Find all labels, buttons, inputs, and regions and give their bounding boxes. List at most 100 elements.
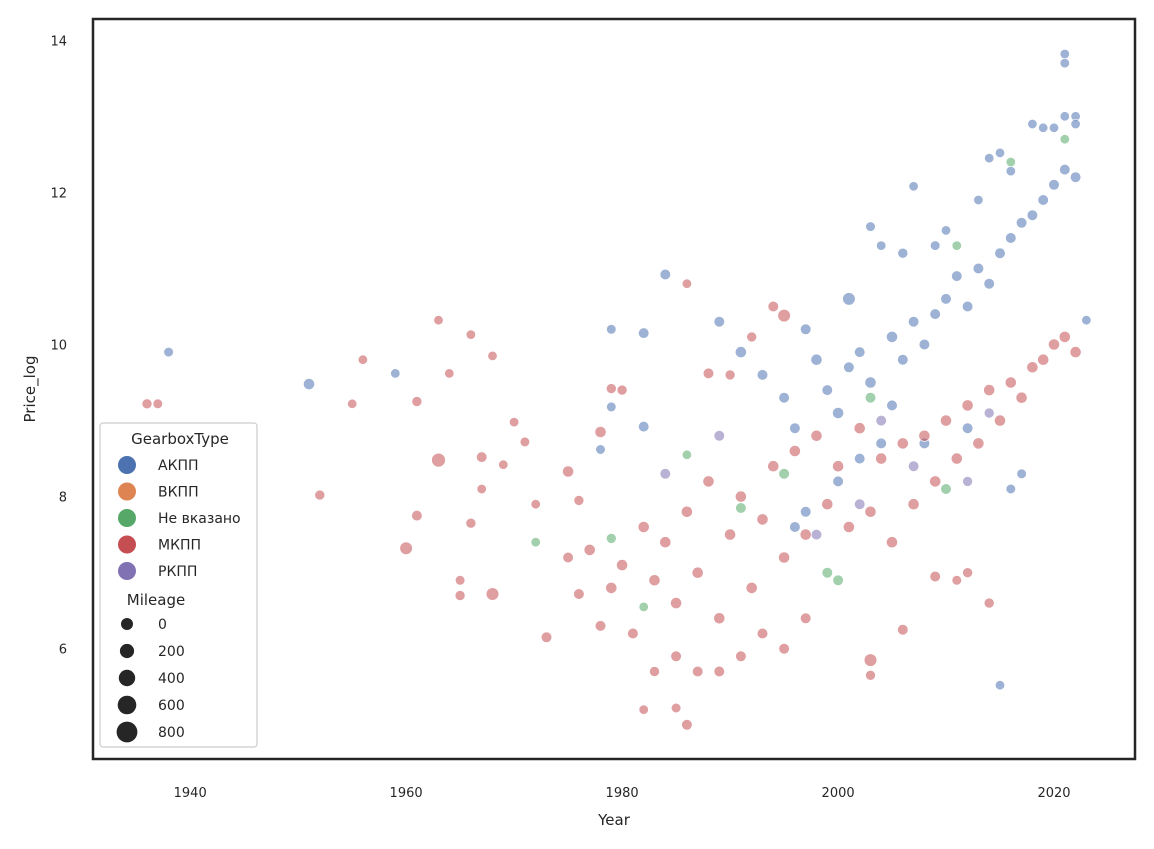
data-point	[843, 521, 855, 533]
legend-hue-entries: АКПП ВКПП Не вказано МКПП РКПП	[118, 456, 241, 580]
data-point	[573, 588, 585, 600]
data-point	[961, 399, 974, 412]
legend-marker	[118, 509, 136, 527]
data-point	[929, 475, 942, 488]
legend-size-marker	[121, 618, 133, 630]
data-point	[1059, 58, 1070, 69]
data-point	[864, 392, 877, 404]
data-point	[444, 368, 455, 379]
data-point	[509, 417, 520, 428]
y-axis-ticks: 6 8 10 12 14	[50, 34, 67, 657]
data-point	[863, 653, 878, 667]
data-point	[983, 597, 995, 609]
legend-box	[99, 422, 258, 748]
series-mkpp	[141, 278, 1082, 731]
y-tick-label: 14	[50, 34, 67, 49]
data-points	[141, 48, 1092, 731]
legend-size-title: Mileage	[127, 591, 185, 609]
data-point	[897, 354, 909, 366]
data-point	[390, 368, 401, 379]
y-tick-label: 8	[59, 491, 67, 506]
data-point	[875, 415, 887, 427]
data-point	[832, 475, 844, 488]
data-point	[1059, 111, 1070, 122]
data-point	[1058, 330, 1071, 343]
data-point	[843, 361, 855, 373]
data-point	[800, 323, 812, 335]
data-point	[951, 240, 962, 251]
data-point	[930, 240, 941, 251]
data-point	[907, 316, 920, 328]
data-point	[476, 451, 488, 463]
data-point	[498, 459, 509, 470]
data-point	[810, 353, 823, 366]
data-point	[756, 369, 769, 381]
data-point	[670, 650, 682, 662]
data-point	[1016, 468, 1027, 479]
data-point	[1059, 48, 1070, 59]
legend-marker	[118, 456, 136, 474]
data-point	[1059, 134, 1070, 145]
data-point	[832, 574, 844, 586]
data-point	[562, 465, 574, 478]
data-point	[940, 483, 952, 495]
data-point	[606, 324, 617, 335]
data-point	[627, 627, 639, 640]
data-point	[745, 582, 758, 594]
data-point	[854, 498, 866, 510]
data-point	[487, 350, 498, 361]
data-point	[314, 489, 326, 501]
data-point	[681, 505, 693, 518]
data-point	[940, 293, 952, 305]
legend-label: Не вказано	[158, 511, 241, 527]
data-point	[583, 544, 596, 556]
data-point	[724, 369, 736, 381]
legend-size-label: 200	[158, 644, 185, 660]
data-point	[1005, 483, 1016, 495]
data-point	[141, 398, 153, 410]
data-point	[951, 575, 962, 586]
data-point	[431, 452, 446, 468]
data-point	[595, 444, 606, 455]
data-point	[638, 601, 649, 612]
legend-size-marker	[117, 695, 137, 715]
data-point	[530, 537, 541, 548]
x-tick-label: 1940	[174, 786, 207, 801]
data-point	[842, 292, 856, 306]
data-point	[778, 468, 790, 480]
data-point	[767, 460, 780, 473]
data-point	[854, 346, 866, 358]
data-point	[454, 590, 466, 601]
data-point	[994, 247, 1006, 259]
data-point	[918, 338, 931, 351]
data-point	[799, 528, 812, 541]
data-point	[1059, 164, 1071, 176]
data-point	[908, 181, 919, 192]
data-point	[865, 669, 876, 681]
data-point	[1005, 166, 1016, 177]
data-point	[1048, 338, 1060, 351]
data-point	[637, 521, 650, 533]
data-point	[659, 536, 672, 549]
data-point	[994, 147, 1005, 158]
data-point	[972, 437, 985, 450]
data-point	[1015, 391, 1028, 404]
data-point	[961, 300, 974, 313]
data-point	[735, 650, 747, 662]
data-point	[724, 528, 736, 541]
data-point	[638, 421, 650, 433]
legend-size-entries: 0 200 400 600 800	[116, 617, 185, 743]
data-point	[1004, 376, 1017, 389]
data-point	[907, 460, 920, 472]
data-point	[1069, 171, 1082, 183]
data-point	[1070, 119, 1081, 130]
data-point	[681, 278, 692, 289]
data-point	[530, 499, 541, 510]
data-point	[648, 574, 661, 587]
data-point	[163, 347, 174, 358]
data-point	[540, 631, 553, 643]
data-point	[659, 268, 671, 281]
data-point	[832, 460, 844, 473]
data-point	[433, 315, 444, 326]
data-point	[929, 570, 941, 583]
